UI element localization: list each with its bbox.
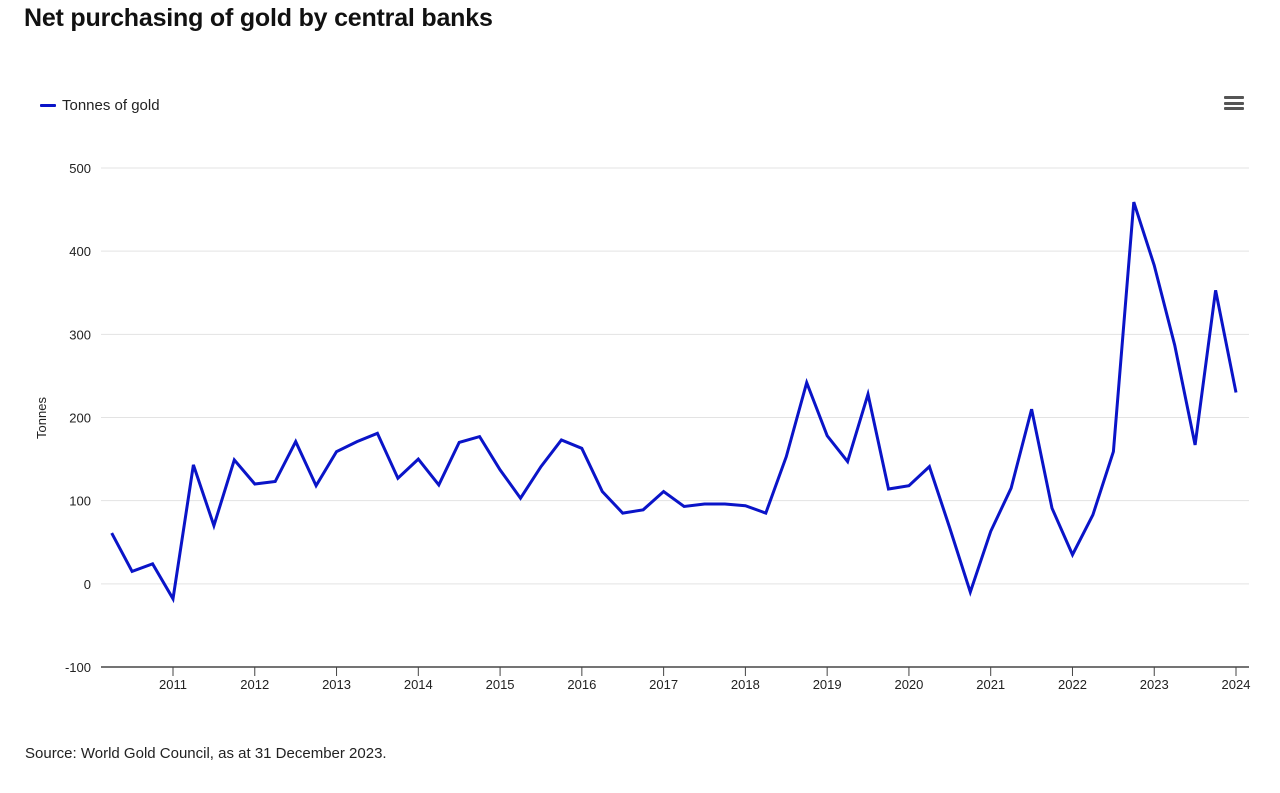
y-axis-title: Tonnes [34,397,49,439]
data-point[interactable] [720,499,730,509]
data-point[interactable] [352,437,362,447]
data-point[interactable] [250,479,260,489]
y-axis: 500 400 300 200 100 0 -100 [65,161,91,675]
x-tick-label: 2013 [322,677,351,692]
data-point[interactable] [945,523,955,533]
data-point[interactable] [516,493,526,503]
y-tick-label: 500 [69,161,91,176]
x-tick-label: 2017 [649,677,678,692]
data-point[interactable] [986,526,996,536]
data-point[interactable] [413,454,423,464]
chart-title: Net purchasing of gold by central banks [24,4,493,32]
x-tick-label: 2019 [813,677,842,692]
data-point[interactable] [1190,440,1200,450]
data-point[interactable] [1129,197,1139,207]
data-point[interactable] [802,378,812,388]
x-axis: 2011 2012 2013 2014 2015 2016 2017 2018 2019 2020… [101,666,1251,692]
data-point[interactable] [761,508,771,518]
x-tick-label: 2012 [240,677,269,692]
data-point[interactable] [1047,503,1057,513]
data-point[interactable] [700,499,710,509]
data-point[interactable] [168,594,178,604]
data-point[interactable] [393,473,403,483]
data-point[interactable] [659,487,669,497]
data-point[interactable] [965,587,975,597]
data-point[interactable] [188,460,198,470]
data-point[interactable] [577,443,587,453]
data-point[interactable] [679,502,689,512]
legend-item-tonnes-of-gold[interactable]: Tonnes of gold [40,97,160,114]
data-point[interactable] [863,389,873,399]
y-tick-label: -100 [65,660,91,675]
y-tick-label: 0 [84,577,91,592]
x-tick-label: 2016 [567,677,596,692]
x-tick-label: 2023 [1140,677,1169,692]
y-tick-label: 400 [69,244,91,259]
data-point[interactable] [740,501,750,511]
data-point[interactable] [1149,260,1159,270]
x-tick-label: 2020 [894,677,923,692]
data-point[interactable] [372,428,382,438]
data-point[interactable] [291,437,301,447]
series-layer [107,197,1241,604]
x-tick-label: 2024 [1222,677,1251,692]
data-point[interactable] [1231,388,1241,398]
data-point[interactable] [454,437,464,447]
x-tick-label: 2011 [159,677,187,692]
data-point[interactable] [1027,404,1037,414]
data-point[interactable] [434,480,444,490]
data-point[interactable] [1170,340,1180,350]
y-tick-label: 300 [69,327,91,342]
data-point[interactable] [781,452,791,462]
data-point[interactable] [843,457,853,467]
data-point[interactable] [638,505,648,515]
x-tick-label: 2022 [1058,677,1087,692]
data-point[interactable] [822,431,832,441]
x-tick-label: 2021 [976,677,1005,692]
gridlines [101,167,1249,585]
data-point[interactable] [618,508,628,518]
data-point[interactable] [1088,510,1098,520]
data-point[interactable] [904,481,914,491]
data-point[interactable] [209,521,219,531]
data-point[interactable] [536,462,546,472]
source-note: Source: World Gold Council, as at 31 Dec… [25,745,387,762]
legend-swatch [40,104,56,107]
data-point[interactable] [1108,447,1118,457]
data-point[interactable] [148,559,158,569]
data-point[interactable] [1211,285,1221,295]
data-point[interactable] [127,566,137,576]
data-point[interactable] [107,528,117,538]
data-point[interactable] [556,435,566,445]
y-tick-label: 100 [69,494,91,509]
x-tick-label: 2018 [731,677,760,692]
legend-label: Tonnes of gold [62,97,160,114]
x-tick-label: 2014 [404,677,433,692]
data-point[interactable] [597,487,607,497]
data-point[interactable] [924,462,934,472]
data-point[interactable] [311,481,321,491]
data-point[interactable] [475,432,485,442]
data-point[interactable] [332,447,342,457]
data-point[interactable] [1006,483,1016,493]
data-point[interactable] [229,455,239,465]
data-point[interactable] [270,477,280,487]
hamburger-menu-icon[interactable] [1224,96,1244,114]
data-point[interactable] [1068,550,1078,560]
x-tick-label: 2015 [486,677,515,692]
data-point[interactable] [884,484,894,494]
y-tick-label: 200 [69,411,91,426]
series-line-tonnes-of-gold [110,201,1238,604]
data-point[interactable] [495,465,505,475]
